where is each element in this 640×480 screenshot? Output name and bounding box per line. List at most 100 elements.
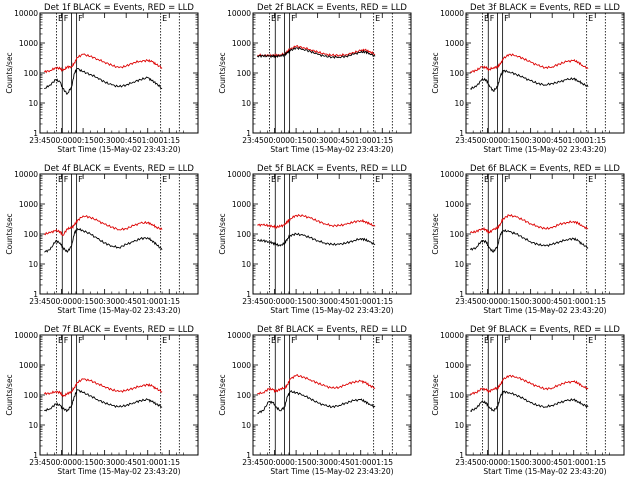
series-lld-line — [44, 215, 163, 236]
time-marker-label: F — [490, 336, 495, 345]
panel-title: Det 9f BLACK = Events, RED = LLD — [470, 325, 620, 335]
x-tick-label: 23:45 — [29, 458, 51, 467]
y-tick-label: 1000 — [19, 361, 38, 370]
y-tick-label: 10 — [454, 99, 464, 108]
y-axis-label: Counts/sec — [5, 213, 14, 254]
time-marker-label: F — [78, 175, 83, 184]
x-tick-label: 01:15 — [158, 458, 180, 467]
x-tick-label: 00:30 — [94, 297, 116, 306]
plot-frame — [465, 173, 625, 295]
y-tick-label: 10000 — [14, 331, 38, 340]
time-marker-label: E — [375, 14, 380, 23]
series-events-line — [256, 232, 376, 248]
series-lld-line — [470, 374, 589, 395]
x-tick-label: 00:45 — [328, 297, 350, 306]
x-tick-label: 00:45 — [115, 297, 137, 306]
time-marker-label: F — [291, 175, 296, 184]
panel-det-4: Det 4f BLACK = Events, RED = LLD 1 10 100 10… — [5, 164, 199, 315]
series-events-line — [257, 389, 376, 415]
time-marker-label: E — [162, 336, 167, 345]
y-tick-label: 10 — [28, 99, 38, 108]
series-events-line — [44, 227, 163, 254]
y-axis-label: Counts/sec — [5, 374, 14, 415]
x-axis-label: Start Time (15-May-02 23:43:20) — [483, 467, 606, 476]
panel-title: Det 2f BLACK = Events, RED = LLD — [257, 3, 407, 13]
panel-det-3: Det 3f BLACK = Events, RED = LLD 1 10 100 10… — [431, 3, 625, 154]
x-tick-label: 00:30 — [520, 458, 542, 467]
x-tick-label: 00:00 — [264, 458, 286, 467]
x-tick-label: 00:15 — [285, 136, 307, 145]
y-axis-label: Counts/sec — [431, 374, 440, 415]
y-tick-label: 100 — [237, 391, 252, 400]
x-tick-label: 00:00 — [264, 136, 286, 145]
x-tick-label: 23:45 — [242, 136, 264, 145]
time-marker-label: F — [64, 14, 69, 23]
x-tick-label: 01:15 — [371, 458, 393, 467]
y-tick-label: 100 — [24, 69, 39, 78]
y-tick-label: 100 — [450, 391, 465, 400]
x-tick-label: 00:00 — [51, 297, 73, 306]
plot-frame — [465, 334, 625, 456]
time-marker-label: E — [588, 175, 593, 184]
y-tick-label: 10 — [454, 260, 464, 269]
y-tick-label: 1 — [459, 129, 464, 138]
x-tick-label: 01:15 — [584, 458, 606, 467]
x-tick-label: 00:30 — [307, 136, 329, 145]
time-marker-label: E — [484, 14, 489, 23]
y-tick-label: 10000 — [14, 170, 38, 179]
panel-det-7: Det 7f BLACK = Events, RED = LLD 1 10 100 10… — [5, 325, 199, 476]
x-tick-label: 23:45 — [455, 136, 477, 145]
time-marker-label: F — [291, 336, 296, 345]
y-tick-label: 1000 — [232, 200, 251, 209]
y-tick-label: 1000 — [232, 361, 251, 370]
series-events-line — [470, 69, 589, 92]
x-tick-label: 00:45 — [541, 458, 563, 467]
y-tick-label: 10 — [28, 421, 38, 430]
time-marker-label: E — [58, 336, 63, 345]
x-tick-label: 00:15 — [285, 458, 307, 467]
y-axis-label: Counts/sec — [218, 52, 227, 93]
y-tick-label: 1000 — [445, 361, 464, 370]
x-axis-label: Start Time (15-May-02 23:43:20) — [57, 467, 180, 476]
y-tick-label: 100 — [237, 69, 252, 78]
time-marker-label: E — [588, 336, 593, 345]
time-marker-label: F — [78, 336, 83, 345]
x-tick-label: 00:30 — [307, 297, 329, 306]
time-marker-label: E — [484, 336, 489, 345]
time-marker-label: E — [162, 14, 167, 23]
y-tick-label: 10 — [454, 421, 464, 430]
y-tick-label: 1 — [246, 451, 251, 460]
y-tick-label: 1 — [33, 129, 38, 138]
series-events-line — [256, 46, 376, 59]
time-marker-label: F — [64, 336, 69, 345]
x-tick-label: 23:45 — [242, 458, 264, 467]
y-tick-label: 1 — [246, 290, 251, 299]
y-tick-label: 1 — [246, 129, 251, 138]
plot-frame — [465, 12, 625, 134]
series-lld-line — [257, 373, 376, 395]
y-tick-label: 10000 — [440, 170, 464, 179]
time-marker-label: E — [375, 336, 380, 345]
x-tick-label: 00:00 — [477, 458, 499, 467]
x-tick-label: 01:15 — [371, 136, 393, 145]
x-tick-label: 01:00 — [350, 297, 372, 306]
y-tick-label: 10 — [241, 421, 251, 430]
time-marker-label: F — [504, 14, 509, 23]
x-tick-label: 00:45 — [541, 297, 563, 306]
x-tick-label: 00:15 — [72, 136, 94, 145]
time-marker-label: F — [504, 175, 509, 184]
x-tick-label: 00:30 — [94, 458, 116, 467]
y-tick-label: 100 — [450, 230, 465, 239]
y-tick-label: 100 — [450, 69, 465, 78]
panel-det-6: Det 6f BLACK = Events, RED = LLD 1 10 100 10… — [431, 164, 625, 315]
x-axis-label: Start Time (15-May-02 23:43:20) — [270, 145, 393, 154]
series-lld-line — [43, 53, 163, 74]
y-tick-label: 10000 — [227, 331, 251, 340]
x-tick-label: 01:00 — [563, 136, 585, 145]
time-marker-label: E — [375, 175, 380, 184]
panel-title: Det 6f BLACK = Events, RED = LLD — [470, 164, 620, 174]
y-tick-label: 100 — [24, 391, 39, 400]
y-tick-label: 10000 — [14, 9, 38, 18]
series-events-line — [44, 68, 163, 95]
